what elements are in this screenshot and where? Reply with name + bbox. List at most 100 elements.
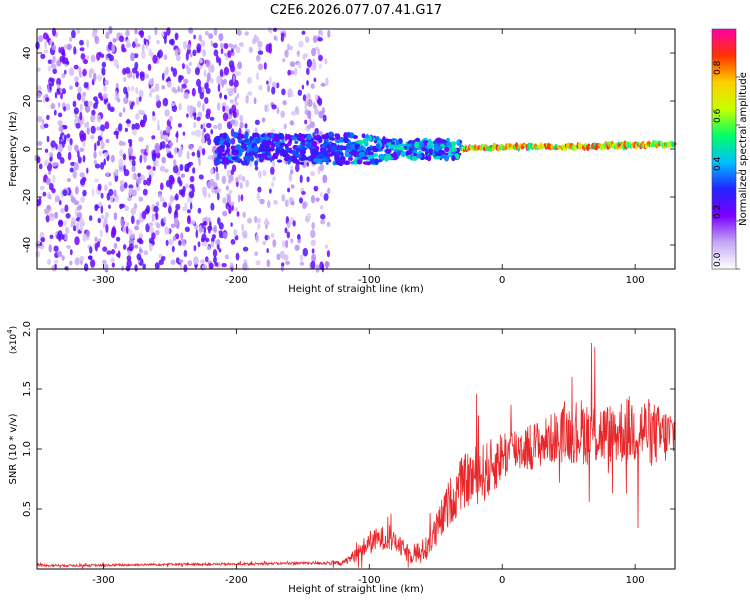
heatmap-cell [100, 214, 105, 220]
heatmap-cell [199, 91, 205, 100]
heatmap-cell [180, 87, 184, 93]
heatmap-cell [294, 140, 299, 144]
heatmap-cell [272, 239, 277, 248]
heatmap-cell [186, 113, 189, 118]
heatmap-cell [296, 145, 302, 149]
heatmap-cell [269, 188, 272, 194]
heatmap-cell [302, 140, 306, 144]
heatmap-cell [230, 145, 236, 151]
heatmap-cell [318, 135, 322, 142]
heatmap-cell [273, 199, 279, 205]
heatmap-cell [285, 134, 292, 140]
heatmap-cell [389, 144, 397, 149]
heatmap-cell [100, 192, 104, 199]
heatmap-cell [242, 211, 247, 218]
heatmap-cell [319, 261, 324, 271]
heatmap-cell [290, 165, 294, 172]
heatmap-cell [191, 87, 196, 97]
heatmap-cell [51, 44, 57, 51]
heatmap-cell [135, 185, 141, 192]
heatmap-cell [230, 48, 234, 53]
heatmap-cell [87, 255, 93, 260]
heatmap-cell [79, 39, 84, 46]
heatmap-cell [103, 158, 106, 166]
heatmap-cell [239, 121, 244, 129]
heatmap-cell [196, 116, 201, 121]
heatmap-cell [218, 248, 222, 253]
heatmap-cell [324, 57, 328, 65]
heatmap-cell [79, 172, 85, 178]
heatmap-cell [290, 110, 297, 116]
heatmap-cell [152, 166, 156, 171]
heatmap-cell [165, 125, 171, 134]
heatmap-cell [174, 209, 178, 215]
heatmap-cell [157, 124, 160, 131]
heatmap-cell [174, 193, 179, 201]
heatmap-cell [89, 246, 93, 254]
heatmap-cell [271, 86, 276, 95]
heatmap-cell [96, 52, 101, 61]
heatmap-cell [249, 136, 253, 142]
heatmap-cell [189, 109, 194, 118]
heatmap-cell [58, 125, 64, 133]
heatmap-cell [161, 72, 165, 81]
colorbar-frame [711, 28, 737, 270]
heatmap-cell [52, 68, 57, 75]
colorbar-gradient [712, 29, 736, 269]
y-tick-label: 2.0 [22, 321, 33, 337]
snr-y-ticks: 0.5 1.0 1.5 2.0 [22, 321, 675, 517]
heatmap-cell [275, 147, 281, 154]
heatmap-cell [99, 95, 104, 101]
heatmap-cell [301, 154, 307, 160]
heatmap-cell [313, 77, 317, 83]
heatmap-cell [219, 69, 224, 78]
heatmap-cell [230, 119, 236, 125]
heatmap-cell [212, 42, 218, 49]
heatmap-cell [217, 122, 222, 131]
colorbar-tick-label: 0.6 [713, 108, 723, 123]
heatmap-cell [200, 136, 205, 144]
heatmap-cell [257, 223, 261, 230]
x-tick-label: 0 [499, 275, 505, 286]
heatmap-cell [285, 146, 290, 154]
heatmap-cell [61, 255, 65, 261]
heatmap-cell [178, 180, 183, 187]
heatmap-cell [229, 99, 235, 104]
heatmap-cell [94, 142, 97, 152]
heatmap-cell [123, 169, 130, 177]
heatmap-cell [311, 248, 315, 254]
heatmap-cell [277, 159, 283, 163]
heatmap-cell [111, 227, 117, 236]
heatmap-cell [210, 167, 214, 175]
heatmap-cell [79, 47, 85, 52]
heatmap-cell [375, 136, 380, 140]
heatmap-cell [138, 109, 142, 115]
snr-x-label: Height of straight line (km) [288, 584, 424, 595]
heatmap-cell [393, 148, 399, 152]
heatmap-cell [186, 43, 191, 50]
heatmap-cell [301, 191, 306, 195]
heatmap-cell [72, 100, 77, 108]
heatmap-cell [312, 102, 316, 110]
heatmap-cell [197, 241, 201, 248]
colorbar-tick-label: 0.8 [713, 60, 723, 75]
heatmap-cell [327, 30, 331, 38]
heatmap-cell [86, 127, 90, 135]
heatmap-cell [321, 149, 328, 156]
heatmap-cell [244, 31, 249, 36]
heatmap-cell [50, 140, 56, 148]
heatmap-cell [77, 156, 82, 164]
heatmap-cell [186, 209, 191, 214]
heatmap-cell [138, 196, 144, 202]
heatmap-cell [142, 263, 146, 270]
heatmap-cell [232, 75, 236, 83]
y-tick-label: 0.5 [22, 501, 33, 517]
heatmap-cell [36, 67, 41, 72]
heatmap-cell [82, 189, 87, 197]
heatmap-cell [392, 151, 397, 159]
heatmap-cell [51, 63, 57, 70]
heatmap-cell [253, 145, 259, 153]
heatmap-cell [310, 140, 318, 147]
y-tick-label: 1.5 [22, 381, 33, 397]
heatmap-cell [270, 166, 275, 175]
